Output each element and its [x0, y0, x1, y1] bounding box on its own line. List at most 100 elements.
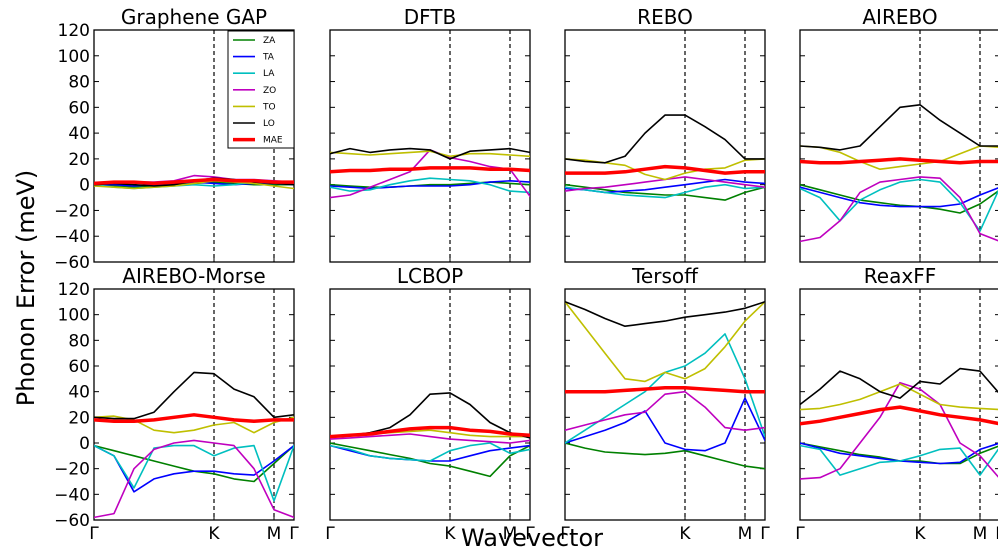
x-tick-label: Γ — [325, 524, 335, 544]
y-tick-label: 80 — [68, 331, 90, 351]
y-tick-label: −40 — [54, 485, 90, 505]
panel-frame — [93, 288, 295, 521]
y-tick-label: 120 — [58, 21, 90, 41]
x-tick-label: Γ — [995, 524, 998, 544]
legend-label-ta: TA — [262, 53, 275, 63]
series-line-lo — [800, 367, 998, 406]
series-line-to — [330, 150, 530, 158]
x-tick-label: K — [444, 524, 456, 544]
panel-frame — [329, 288, 531, 521]
y-tick-label: 60 — [68, 98, 90, 118]
x-tick-label: K — [208, 524, 220, 544]
panel-1: DFTB — [329, 5, 531, 263]
panel-title: AIREBO-Morse — [122, 264, 265, 288]
x-tick-label: Γ — [560, 524, 570, 544]
series-line-la — [800, 444, 998, 476]
series-line-lo — [800, 104, 998, 151]
y-tick-label: −20 — [54, 460, 90, 480]
series-line-zo — [330, 433, 530, 444]
y-tick-label: 100 — [58, 47, 90, 67]
x-tick-label: Γ — [289, 524, 299, 544]
y-tick-label: −40 — [54, 227, 90, 247]
series-line-za — [565, 442, 765, 470]
y-tick-label: 120 — [58, 280, 90, 300]
y-tick-label: 20 — [68, 408, 90, 428]
panel-frame — [564, 29, 766, 263]
series-line-mae — [94, 413, 294, 423]
series-line-la — [330, 442, 530, 462]
panel-2: REBO — [564, 5, 766, 263]
series-line-la — [565, 183, 765, 199]
series-line-lo — [330, 147, 530, 160]
panel-series — [800, 367, 998, 480]
panel-series — [330, 147, 530, 199]
series-line-zo — [800, 176, 998, 243]
legend-label-za: ZA — [263, 36, 276, 46]
panel-frame — [564, 288, 766, 521]
panel-frame — [329, 29, 531, 263]
x-axis-label: Wavevector — [461, 524, 603, 552]
series-line-la — [800, 178, 998, 232]
series-line-mae — [94, 177, 294, 186]
y-tick-label: 40 — [68, 383, 90, 403]
legend-label-mae: MAE — [263, 136, 283, 146]
panel-frame — [799, 29, 998, 263]
y-tick-label: −60 — [54, 253, 90, 273]
series-line-za — [330, 181, 530, 188]
panel-series — [800, 104, 998, 243]
panel-7: ΓKMΓReaxFF — [795, 264, 998, 544]
panel-title: LCBOP — [397, 264, 463, 288]
y-tick-label: 0 — [79, 434, 90, 454]
series-line-to — [565, 300, 765, 383]
series-line-mae — [330, 425, 530, 439]
series-line-lo — [94, 371, 294, 420]
panel-series — [565, 300, 765, 470]
series-line-to — [94, 180, 294, 190]
series-line-ta — [330, 180, 530, 190]
legend-label-to: TO — [262, 102, 276, 112]
series-line-lo — [565, 114, 765, 164]
x-tick-label: Γ — [525, 524, 535, 544]
x-tick-label: Γ — [89, 524, 99, 544]
x-tick-label: Γ — [760, 524, 770, 544]
series-line-lo — [565, 300, 765, 328]
y-tick-label: −60 — [54, 511, 90, 531]
legend: ZA TA LA ZO TO LO MAE — [227, 30, 295, 149]
series-line-mae — [800, 157, 998, 165]
x-tick-label: Γ — [795, 524, 805, 544]
y-tick-label: 0 — [79, 176, 90, 196]
x-tick-label: K — [679, 524, 691, 544]
y-tick-label: 100 — [58, 306, 90, 326]
panel-series — [330, 392, 530, 478]
y-tick-label: 80 — [68, 73, 90, 93]
y-axis-label: Phonon Error (meV) — [12, 170, 40, 407]
x-tick-label: M — [973, 524, 988, 544]
series-line-zo — [94, 439, 294, 519]
panel-title: ReaxFF — [864, 264, 936, 288]
y-tick-label: −20 — [54, 201, 90, 221]
series-line-za — [565, 183, 765, 201]
series-line-to — [800, 383, 998, 411]
legend-label-zo: ZO — [263, 86, 276, 96]
x-tick-label: M — [738, 524, 753, 544]
panel-title: DFTB — [404, 5, 457, 29]
panel-title: Tersoff — [631, 264, 699, 288]
panel-3: AIREBO — [799, 5, 998, 263]
panel-series — [565, 114, 765, 201]
series-line-ta — [94, 444, 294, 493]
legend-label-la: LA — [263, 69, 275, 79]
y-tick-label: 20 — [68, 150, 90, 170]
panel-title: Graphene GAP — [121, 5, 267, 29]
series-line-mae — [330, 166, 530, 174]
series-line-to — [800, 145, 998, 170]
y-tick-label: 60 — [68, 357, 90, 377]
x-tick-label: K — [914, 524, 926, 544]
panel-series — [94, 371, 294, 519]
panel-series — [94, 174, 294, 190]
series-line-ta — [800, 186, 998, 208]
series-line-zo — [565, 390, 765, 432]
